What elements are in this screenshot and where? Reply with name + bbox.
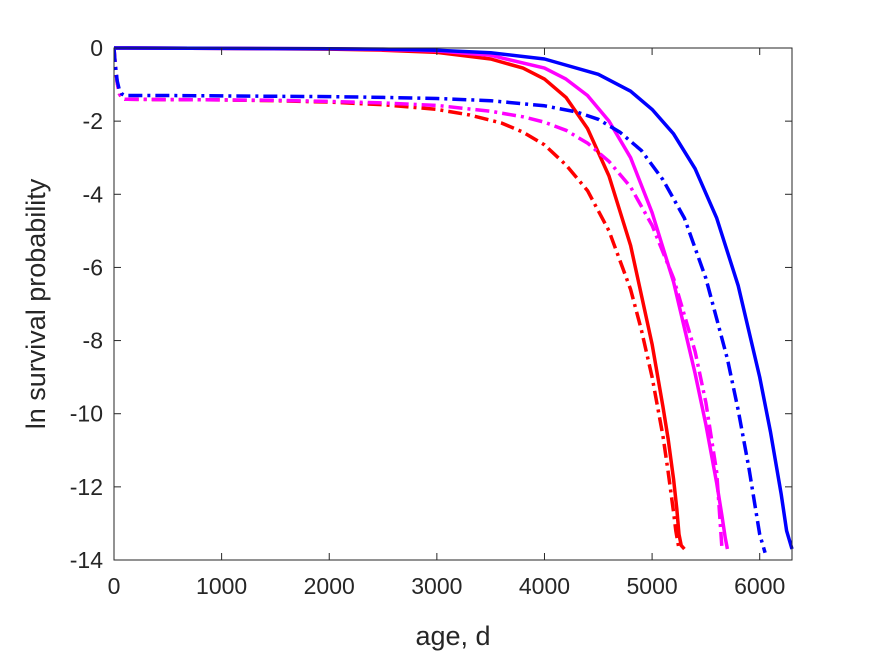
axes-layer [113, 47, 793, 561]
x-tick-label: 6000 [734, 573, 785, 599]
series-line-4 [114, 47, 681, 550]
y-tick-label: -2 [83, 108, 103, 134]
x-tick-label: 3000 [411, 573, 462, 599]
x-tick-label: 2000 [304, 573, 355, 599]
series-line-6 [114, 47, 767, 554]
series-layer [114, 46, 794, 554]
series-line-3 [114, 46, 794, 550]
x-axis-label: age, d [415, 621, 490, 651]
y-tick-label: -14 [70, 547, 103, 573]
x-tick-label: 4000 [519, 573, 570, 599]
y-tick-label: -10 [70, 401, 103, 427]
x-tick-label: 1000 [196, 573, 247, 599]
axes-box [113, 47, 793, 561]
y-tick-label: -12 [70, 474, 103, 500]
ticks-layer: 0 1000 2000 3000 4000 5000 6000 0 -2 -4 -6 -8 -10 -12… [70, 35, 792, 599]
y-tick-label: -6 [83, 254, 103, 280]
series-line-5 [114, 47, 724, 550]
y-axis-label: ln survival probability [21, 178, 51, 429]
y-tick-label: -4 [83, 181, 104, 207]
y-tick-label: -8 [83, 328, 103, 354]
x-tick-label: 0 [108, 573, 121, 599]
y-tick-label: 0 [90, 35, 103, 61]
x-tick-label: 5000 [627, 573, 678, 599]
plot-area [114, 48, 792, 560]
